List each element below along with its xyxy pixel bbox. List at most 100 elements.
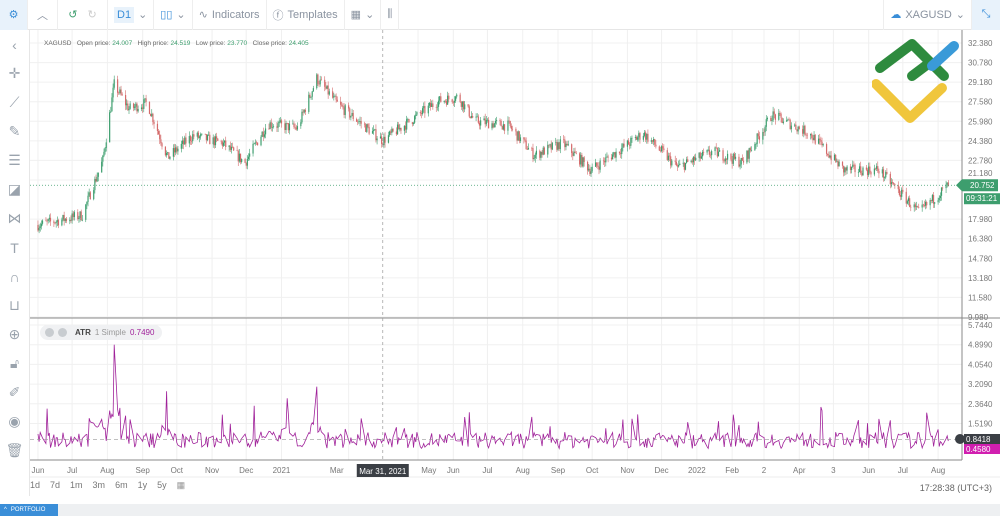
candle: [208, 131, 210, 136]
candle: [503, 124, 506, 135]
candle: [480, 116, 482, 130]
range-1m[interactable]: 1m: [70, 480, 83, 490]
brush-tool[interactable]: ✎: [0, 117, 29, 146]
candle: [333, 92, 335, 101]
candle: [87, 191, 89, 207]
text-tool[interactable]: T: [0, 233, 29, 262]
price-chart[interactable]: Jun Jul Aug Sep Oct Nov Dec 2021 Mar May Jun Jul Aug…: [0, 0, 1000, 480]
candle: [510, 123, 512, 132]
candle: [526, 145, 528, 150]
candle: [373, 125, 375, 135]
chevron-down-icon: ⌄: [365, 9, 375, 21]
candle: [423, 102, 425, 113]
settings-button[interactable]: ⚙: [0, 0, 28, 30]
candle: [221, 140, 223, 149]
portfolio-button[interactable]: ^ PORTFOLIO: [0, 504, 58, 516]
pattern-icon: ⋈: [7, 210, 22, 226]
candle: [408, 118, 410, 123]
gear-icon[interactable]: [58, 328, 67, 337]
candle: [821, 137, 823, 148]
indicators-button[interactable]: ∿ Indicators: [193, 0, 267, 30]
candle: [367, 123, 369, 129]
candle: [435, 104, 437, 112]
atr-current: 0.8418: [966, 435, 991, 444]
candle: [292, 119, 294, 125]
delete-tool[interactable]: 🗑︎: [0, 436, 29, 465]
range-7d[interactable]: 7d: [50, 480, 61, 490]
price-tick: 9.980: [968, 313, 989, 322]
shape-tool[interactable]: ◪: [0, 175, 29, 204]
candle: [126, 99, 128, 110]
pattern-tool[interactable]: ⋈: [0, 204, 29, 233]
countdown-label: [964, 193, 1000, 205]
candle: [398, 122, 400, 130]
range-1y[interactable]: 1y: [137, 480, 148, 490]
clock: 17:28:38 (UTC+3): [919, 483, 992, 493]
candle: [755, 142, 757, 149]
candle: [591, 163, 593, 174]
candle: [184, 135, 186, 145]
atr-tick: 3.2090: [968, 380, 993, 389]
undo-icon[interactable]: ↺: [68, 9, 78, 21]
redo-icon[interactable]: ↻: [87, 9, 97, 21]
calendar-select[interactable]: ▦ ⌄: [345, 0, 382, 30]
measure-tool[interactable]: ⊔: [0, 291, 29, 320]
candle: [674, 155, 676, 165]
atr-tick: 1.5190: [968, 420, 993, 429]
candle: [196, 131, 198, 140]
calendar-icon[interactable]: ▦: [176, 480, 186, 490]
timeframe-select[interactable]: D1 ⌄: [108, 0, 155, 30]
candle: [539, 149, 541, 161]
candle: [73, 210, 75, 221]
candle: [819, 133, 821, 145]
range-3m[interactable]: 3m: [92, 480, 106, 490]
ohlc-legend: XAGUSD Open price: 24.007 High price: 24…: [44, 40, 309, 47]
candle: [549, 143, 551, 148]
candle: [708, 145, 710, 158]
calendar-icon: ▦: [350, 9, 362, 21]
templates-button[interactable]: ⓕ Templates: [267, 0, 345, 30]
candle: [357, 119, 359, 126]
candle: [71, 210, 73, 224]
candle: [264, 124, 267, 139]
candle: [437, 96, 440, 112]
zoom-tool[interactable]: ⊕: [0, 320, 29, 349]
collapse-button[interactable]: ︿: [28, 0, 58, 30]
candle: [236, 145, 238, 152]
visibility-tool[interactable]: ◉: [0, 407, 29, 436]
candle: [492, 120, 494, 129]
volume-button[interactable]: ⫼: [381, 0, 400, 30]
eye-icon: ◉: [8, 413, 21, 429]
candle: [198, 135, 201, 143]
candle: [111, 93, 113, 112]
candle: [137, 105, 139, 113]
range-1d[interactable]: 1d: [30, 480, 41, 490]
candle: [714, 146, 716, 156]
candle: [217, 138, 219, 142]
fullscreen-button[interactable]: ⤡: [972, 0, 1000, 30]
price-tick: 14.780: [968, 254, 993, 263]
back-button[interactable]: ‹: [0, 30, 29, 59]
candle: [740, 157, 742, 169]
ruler-icon: ⊔: [9, 297, 20, 313]
candle: [448, 92, 450, 103]
candle: [687, 156, 689, 162]
candle: [279, 116, 281, 124]
candle: [396, 121, 399, 135]
close-icon[interactable]: [45, 328, 54, 337]
candle: [733, 151, 736, 160]
lock-tool[interactable]: 🔓︎: [0, 349, 29, 378]
candle: [96, 172, 98, 182]
chart-type-select[interactable]: ▯▯ ⌄: [154, 0, 193, 30]
fib-tool[interactable]: ☰: [0, 146, 29, 175]
candle: [543, 146, 545, 155]
symbol-select[interactable]: ☁ XAGUSD ⌄: [883, 0, 972, 30]
candle: [715, 143, 717, 149]
candle: [814, 133, 816, 145]
line-tool[interactable]: ⟋: [0, 88, 29, 117]
range-5y[interactable]: 5y: [157, 480, 167, 490]
crosshair-tool[interactable]: ✛: [0, 59, 29, 88]
range-6m[interactable]: 6m: [115, 480, 128, 490]
magnet-tool[interactable]: ∩: [0, 262, 29, 291]
edit-tool[interactable]: ✐: [0, 378, 29, 407]
